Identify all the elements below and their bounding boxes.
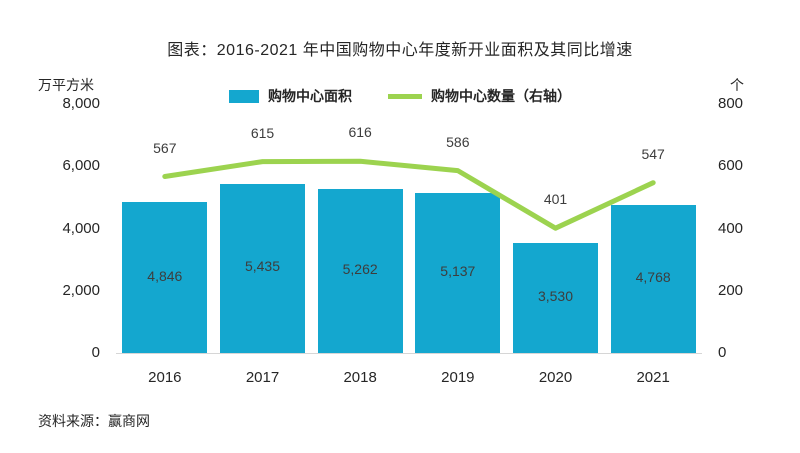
left-axis-tick: 2,000 — [62, 281, 100, 299]
bar-value-label: 5,137 — [440, 263, 476, 280]
bar — [513, 243, 598, 353]
line-swatch-icon — [388, 93, 422, 99]
left-axis-tick: 0 — [91, 344, 100, 361]
chart-title: 图表：2016-2021 年中国购物中心年度新开业面积及其同比增速 — [167, 42, 633, 59]
line-value-label: 615 — [250, 124, 275, 141]
bar — [610, 204, 696, 353]
bar — [122, 202, 208, 353]
x-axis-label: 2016 — [148, 369, 182, 386]
bar-value-label: 3,530 — [537, 288, 574, 305]
bar-value-label: 4,846 — [147, 267, 183, 284]
x-axis-line — [116, 353, 702, 354]
left-axis-unit: 万平方米 — [38, 77, 94, 93]
x-axis-label: 2021 — [636, 369, 670, 386]
x-axis-label: 2017 — [245, 369, 280, 386]
bar — [415, 193, 501, 353]
right-axis-tick: 800 — [718, 95, 744, 112]
legend-label-area: 购物中心面积 — [268, 88, 352, 104]
line-value-label: 616 — [348, 124, 372, 141]
x-axis-label: 2020 — [538, 369, 573, 386]
legend-item-area: 购物中心面积 — [229, 86, 352, 106]
bar-value-label: 5,262 — [342, 261, 378, 278]
right-axis-tick: 400 — [718, 219, 744, 237]
chart-legend: 购物中心面积 购物中心数量（右轴） — [0, 86, 800, 106]
left-axis-tick: 8,000 — [62, 95, 100, 112]
line-value-label: 586 — [446, 133, 470, 150]
source-note: 资料来源：赢商网 — [38, 413, 150, 429]
left-axis-tick: 6,000 — [62, 157, 100, 175]
legend-item-count: 购物中心数量（右轴） — [388, 86, 571, 106]
x-axis-label: 2019 — [441, 369, 475, 386]
right-axis-tick: 600 — [718, 157, 744, 175]
bar — [220, 183, 305, 353]
bar-value-label: 4,768 — [635, 268, 671, 285]
right-axis-tick: 0 — [718, 344, 727, 361]
bar — [317, 189, 403, 353]
bar-swatch-icon — [229, 89, 259, 103]
bar-value-label: 5,435 — [244, 258, 281, 275]
x-axis-label: 2018 — [343, 369, 377, 386]
line-value-label: 547 — [641, 145, 665, 162]
legend-label-count: 购物中心数量（右轴） — [431, 88, 571, 104]
right-axis-tick: 200 — [718, 281, 744, 299]
line-series — [162, 158, 656, 231]
line-value-label: 401 — [543, 191, 568, 208]
line-value-label: 567 — [153, 139, 177, 156]
left-axis-tick: 4,000 — [62, 219, 100, 237]
right-axis-unit: 个 — [730, 77, 744, 93]
line-series-path — [162, 158, 656, 231]
